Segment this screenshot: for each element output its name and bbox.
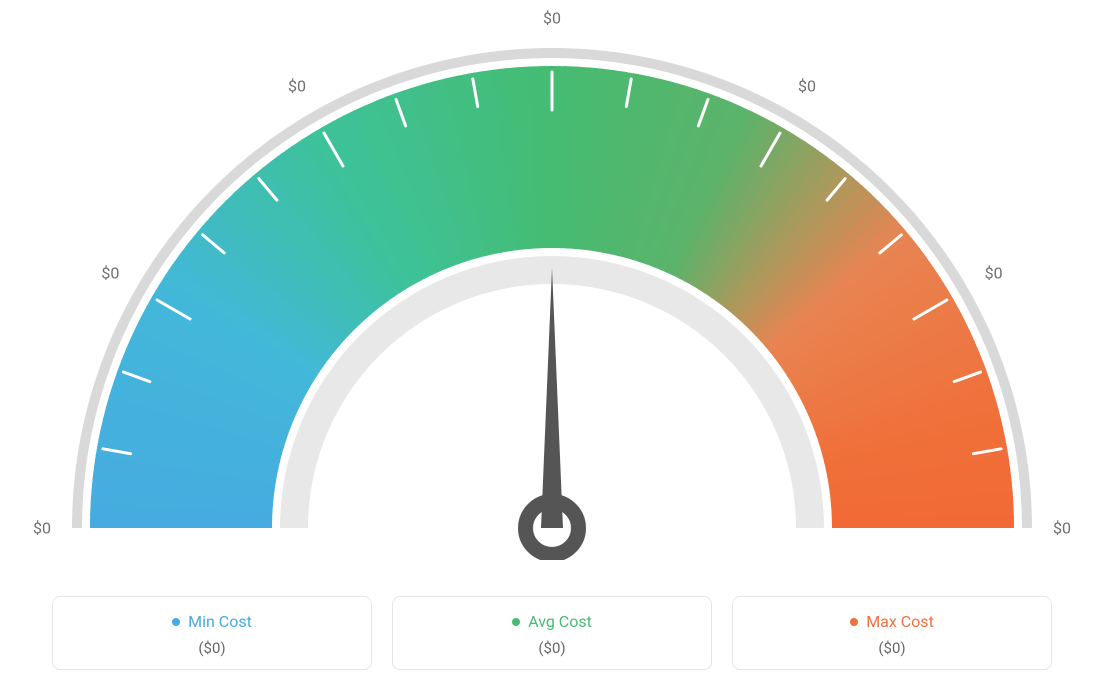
- gauge-chart-container: $0 $0 $0 $0 $0 $0 $0 Min Cost ($0) Avg Cost ($…: [0, 0, 1104, 690]
- gauge-tick-label: $0: [288, 77, 306, 96]
- gauge-area: $0 $0 $0 $0 $0 $0 $0: [0, 0, 1104, 560]
- gauge-tick-label: $0: [1053, 519, 1071, 538]
- legend-label-max: Max Cost: [866, 612, 934, 631]
- legend-dot-avg: [512, 618, 520, 626]
- legend-dot-min: [172, 618, 180, 626]
- gauge-tick-label: $0: [101, 264, 119, 283]
- gauge-svg: [0, 0, 1104, 560]
- legend-card-avg: Avg Cost ($0): [392, 596, 712, 671]
- gauge-tick-label: $0: [543, 9, 561, 28]
- legend-row: Min Cost ($0) Avg Cost ($0) Max Cost ($0…: [52, 596, 1052, 671]
- legend-dot-max: [850, 618, 858, 626]
- gauge-tick-label: $0: [985, 264, 1003, 283]
- legend-value-avg: ($0): [403, 639, 701, 657]
- gauge-tick-label: $0: [798, 77, 816, 96]
- gauge-tick-label: $0: [33, 519, 51, 538]
- legend-title-avg: Avg Cost: [512, 612, 592, 631]
- legend-label-avg: Avg Cost: [528, 612, 592, 631]
- legend-value-max: ($0): [743, 639, 1041, 657]
- legend-value-min: ($0): [63, 639, 361, 657]
- legend-card-min: Min Cost ($0): [52, 596, 372, 671]
- legend-card-max: Max Cost ($0): [732, 596, 1052, 671]
- legend-title-max: Max Cost: [850, 612, 934, 631]
- legend-title-min: Min Cost: [172, 612, 252, 631]
- legend-label-min: Min Cost: [188, 612, 252, 631]
